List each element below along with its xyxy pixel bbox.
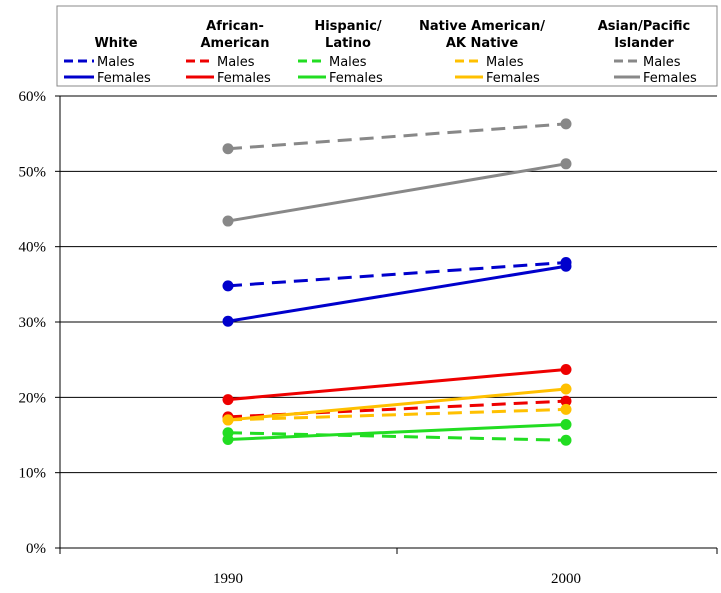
legend: WhiteMalesFemalesAfrican-AmericanMalesFe… — [64, 19, 697, 86]
african-american-males-point-2000 — [560, 395, 572, 407]
native-american-ak-native-females-point-1990 — [222, 414, 234, 426]
hispanic-latino-females-line — [227, 422, 567, 442]
asian-pacific-islander-males-line — [227, 122, 567, 151]
legend-label-3-females: Females — [486, 71, 540, 86]
y-tick-label-4: 40% — [19, 240, 47, 256]
series-layer — [222, 118, 572, 446]
legend-label-2-males: Males — [329, 55, 367, 70]
asian-pacific-islander-males-point-1990 — [222, 143, 234, 155]
african-american-females-point-2000 — [560, 363, 572, 375]
asian-pacific-islander-females-point-1990 — [222, 215, 234, 227]
native-american-ak-native-males-line — [227, 407, 567, 422]
legend-heading-4-line-1: Islander — [614, 36, 674, 51]
legend-label-4-females: Females — [643, 71, 697, 86]
x-tick-label-1: 2000 — [551, 571, 581, 587]
white-males-point-1990 — [222, 280, 234, 292]
y-tick-label-1: 10% — [19, 466, 47, 482]
legend-heading-1-line-0: African- — [206, 19, 264, 34]
legend-heading-4-line-0: Asian/Pacific — [598, 19, 691, 34]
native-american-ak-native-males-point-2000 — [560, 403, 572, 415]
white-females-point-1990 — [222, 315, 234, 327]
legend-label-0-males: Males — [97, 55, 135, 70]
african-american-females-line — [227, 367, 567, 402]
native-american-ak-native-females-line — [227, 387, 567, 422]
hispanic-latino-females-point-1990 — [222, 434, 234, 446]
asian-pacific-islander-females-point-2000 — [560, 158, 572, 170]
legend-heading-2-line-0: Hispanic/ — [314, 19, 382, 34]
legend-label-1-females: Females — [217, 71, 271, 86]
y-tick-label-5: 50% — [19, 164, 47, 180]
y-tick-label-2: 20% — [19, 390, 47, 406]
legend-heading-3-line-0: Native American/ — [419, 19, 545, 34]
white-males-line — [227, 260, 567, 288]
y-tick-label-6: 60% — [19, 89, 47, 105]
asian-pacific-islander-females-line — [227, 162, 567, 223]
legend-label-4-males: Males — [643, 55, 681, 70]
legend-label-1-males: Males — [217, 55, 255, 70]
white-females-point-2000 — [560, 260, 572, 272]
axes: 0% 10% 20% 30% 40% 50% 60% 1990 2000 — [19, 89, 718, 587]
legend-label-3-males: Males — [486, 55, 524, 70]
legend-heading-1-line-1: American — [200, 36, 269, 51]
legend-label-2-females: Females — [329, 71, 383, 86]
legend-heading-2-line-1: Latino — [325, 36, 371, 51]
gridlines — [60, 95, 717, 474]
y-tick-label-0: 0% — [26, 541, 46, 557]
african-american-females-point-1990 — [222, 394, 234, 406]
legend-heading-0-line-0: White — [94, 36, 137, 51]
native-american-ak-native-females-point-2000 — [560, 383, 572, 395]
y-tick-label-3: 30% — [19, 315, 47, 331]
legend-box — [56, 5, 718, 87]
x-tick-label-0: 1990 — [213, 571, 243, 587]
white-females-line — [227, 264, 567, 323]
legend-heading-3-line-1: AK Native — [446, 36, 518, 51]
hispanic-latino-males-line — [227, 431, 567, 442]
hispanic-latino-females-point-2000 — [560, 418, 572, 430]
asian-pacific-islander-males-point-2000 — [560, 118, 572, 130]
hispanic-latino-males-point-2000 — [560, 434, 572, 446]
legend-label-0-females: Females — [97, 71, 151, 86]
